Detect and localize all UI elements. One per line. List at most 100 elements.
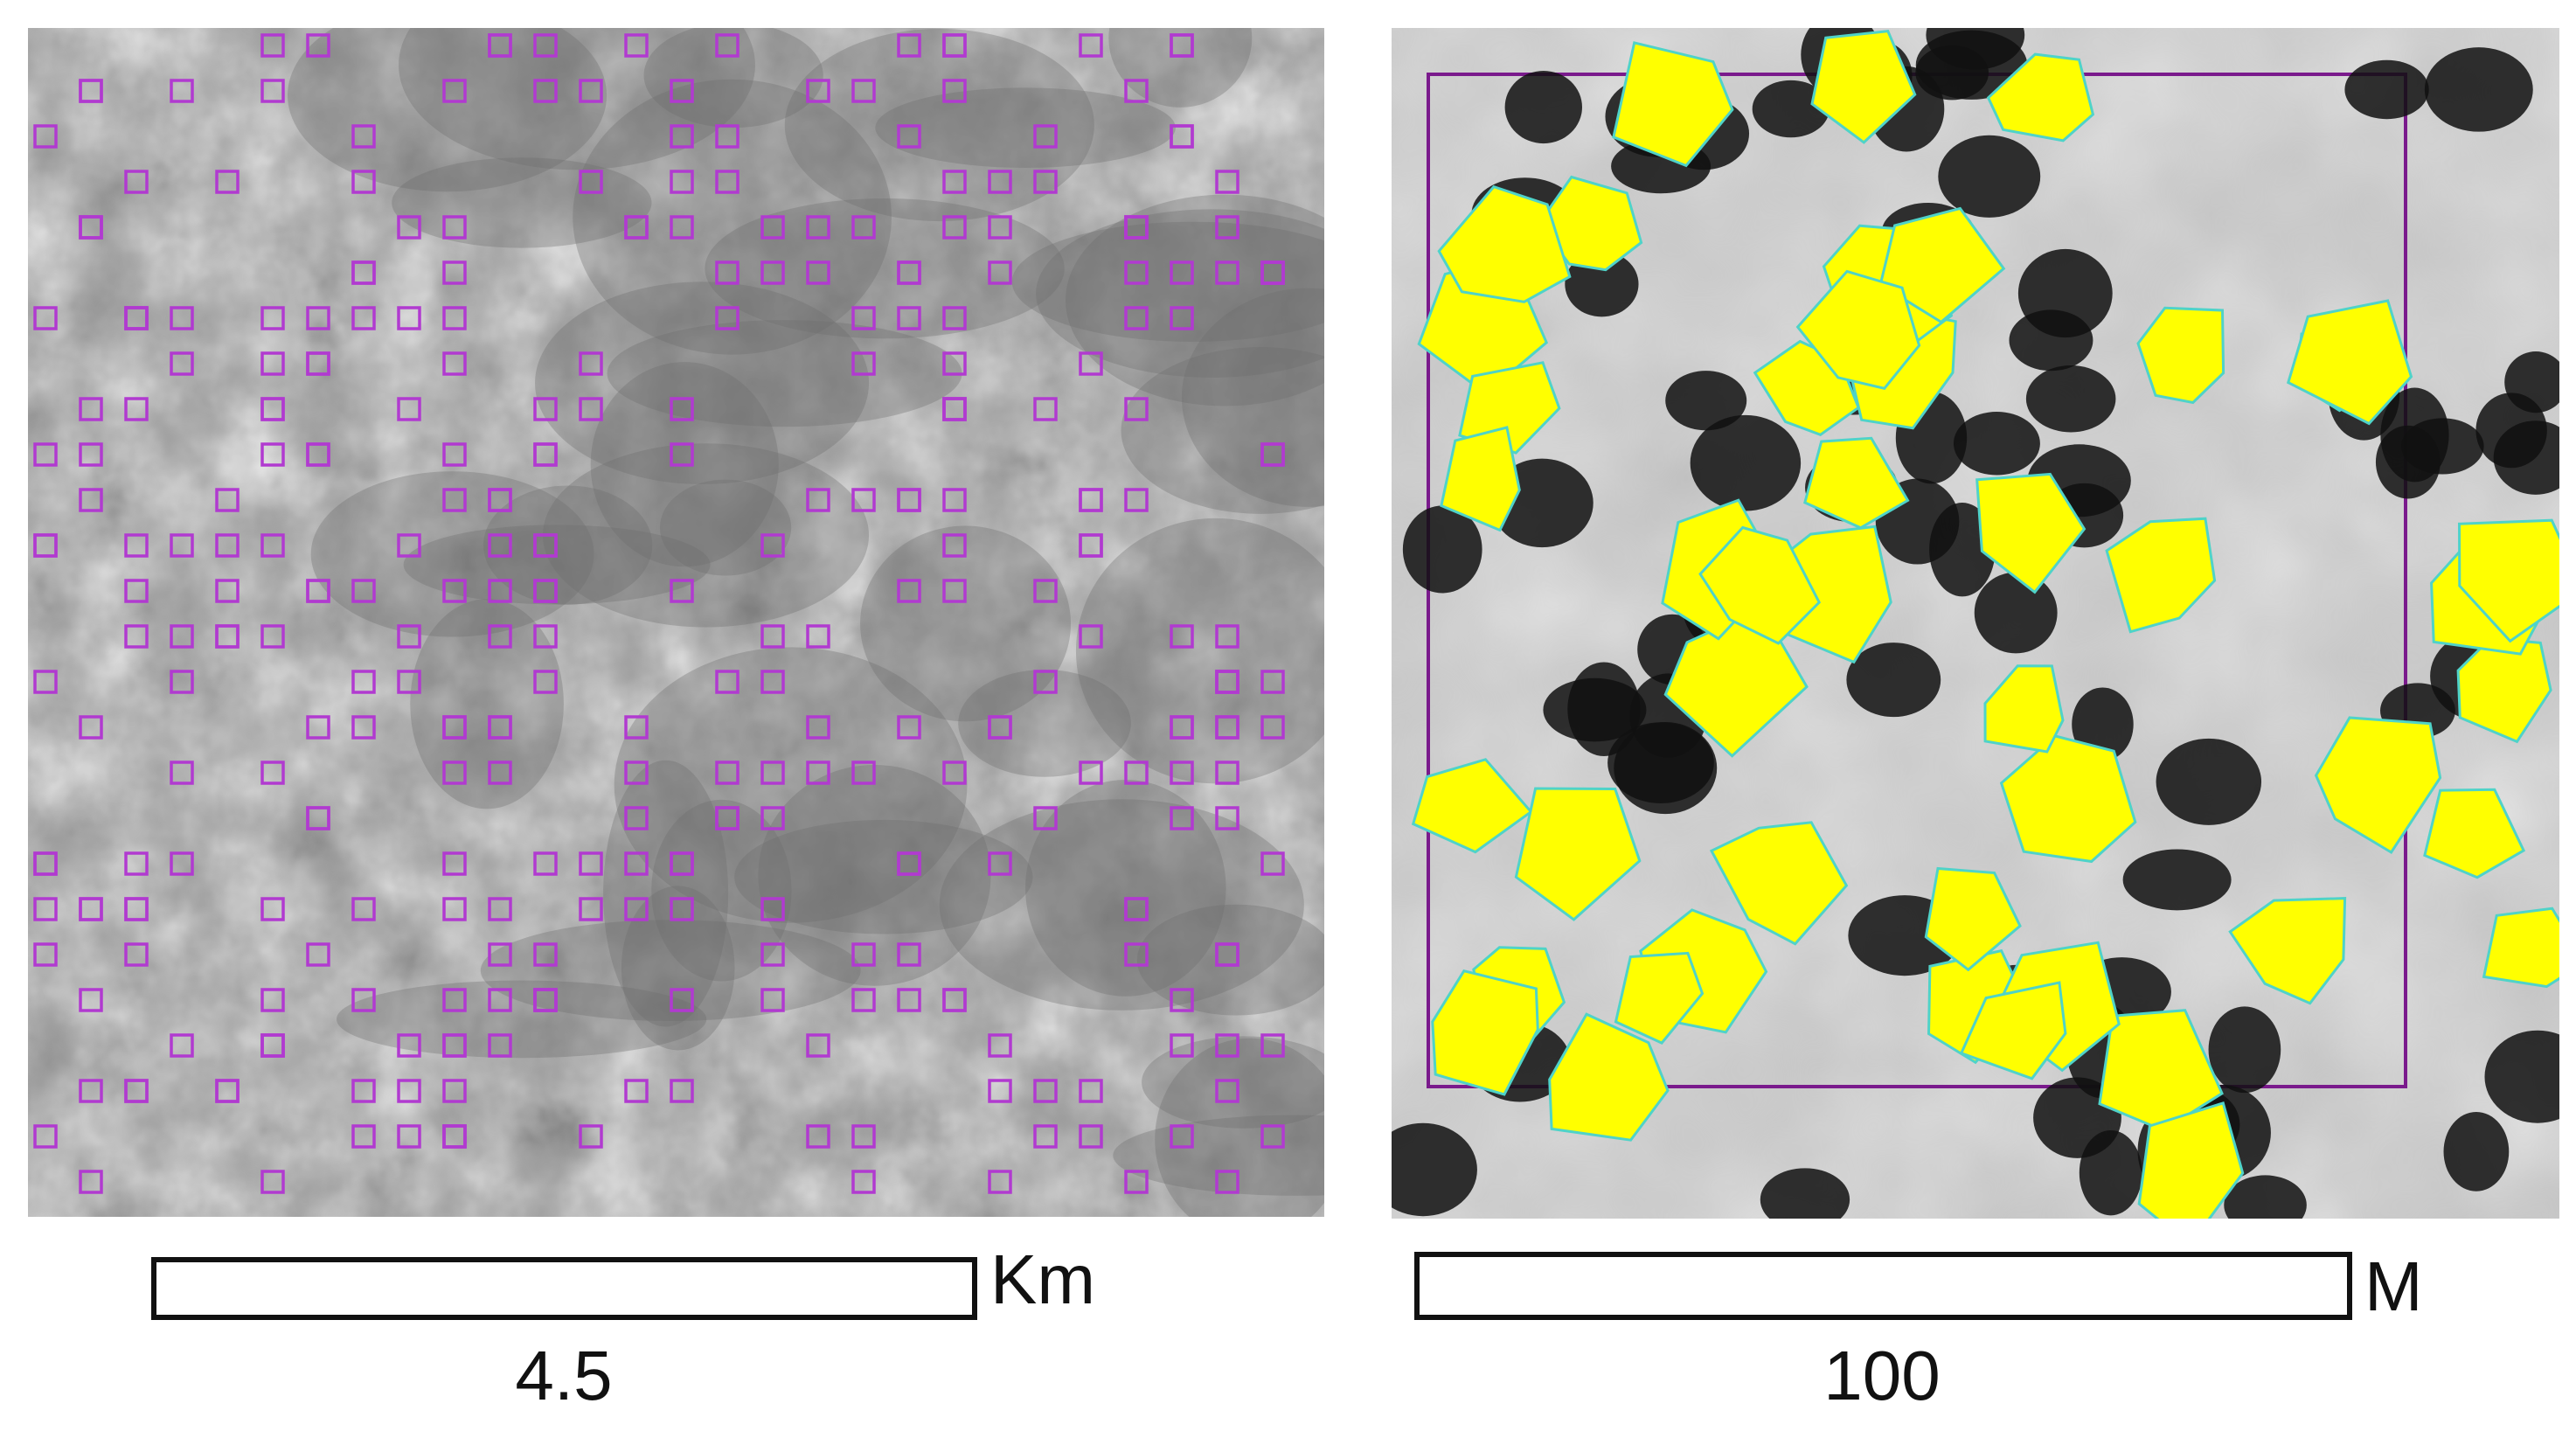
tree-crown: [1795, 269, 1921, 390]
terrain-patch: [535, 281, 870, 484]
sample-square: [624, 897, 649, 921]
sample-square: [442, 488, 467, 512]
sample-square: [351, 988, 376, 1012]
sample-square: [488, 624, 512, 649]
sample-square: [579, 851, 603, 876]
scale-length: 4.5: [515, 1337, 612, 1414]
sample-square: [33, 851, 58, 876]
sample-square: [760, 215, 785, 240]
sample-square: [1215, 261, 1239, 285]
sample-square: [1079, 1124, 1103, 1149]
sample-square: [1079, 33, 1103, 58]
scale-bar: [1414, 1252, 2352, 1320]
sample-square: [260, 1033, 285, 1058]
sample-square: [1124, 761, 1149, 785]
right-image: [1392, 28, 2559, 1219]
sample-square: [1033, 124, 1058, 149]
sample-square: [1215, 806, 1239, 830]
terrain-patch: [734, 819, 1033, 934]
tree-crown: [2228, 897, 2347, 1005]
sample-square: [170, 670, 194, 694]
sample-square: [1215, 942, 1239, 967]
terrain-patch: [542, 443, 870, 628]
sample-square: [260, 306, 285, 330]
sample-square: [351, 1079, 376, 1103]
sample-square: [351, 261, 376, 285]
sample-square: [33, 124, 58, 149]
sample-square: [988, 1170, 1012, 1194]
sample-square: [260, 988, 285, 1012]
terrain-patch: [336, 980, 707, 1059]
sample-square: [988, 170, 1012, 194]
sample-square: [1215, 215, 1239, 240]
tree-crown: [1548, 1012, 1670, 1142]
terrain-patch: [1075, 518, 1324, 784]
sample-square: [760, 670, 785, 694]
sample-square: [851, 1124, 876, 1149]
sample-square: [760, 533, 785, 558]
sample-square: [442, 306, 467, 330]
tree-shadow: [2009, 309, 2093, 372]
sample-square: [215, 1079, 240, 1103]
tree-shadow: [1690, 414, 1802, 511]
sample-square: [897, 261, 921, 285]
sample-square: [624, 33, 649, 58]
tree-shadow: [1953, 412, 2040, 476]
sample-square: [170, 79, 194, 103]
sample-square: [942, 306, 967, 330]
sample-square: [1124, 397, 1149, 421]
sample-square: [1124, 215, 1149, 240]
sample-square: [260, 897, 285, 921]
sample-square: [397, 215, 421, 240]
sample-square: [715, 33, 739, 58]
sample-square: [124, 851, 149, 876]
sample-square: [851, 215, 876, 240]
tree-crown: [1411, 758, 1533, 854]
tree-crown: [1986, 52, 2095, 142]
sample-square: [715, 670, 739, 694]
terrain-patch: [1108, 28, 1253, 108]
sample-square: [79, 897, 103, 921]
tree-shadow: [1565, 251, 1639, 317]
sample-square: [1033, 1124, 1058, 1149]
sample-square: [170, 533, 194, 558]
sample-square: [397, 533, 421, 558]
sample-square: [897, 715, 921, 740]
sample-square: [988, 261, 1012, 285]
sample-square: [442, 988, 467, 1012]
sample-square: [579, 170, 603, 194]
sample-square: [351, 579, 376, 603]
terrain-patch: [310, 471, 594, 637]
sample-square: [670, 579, 694, 603]
sample-square: [1124, 897, 1149, 921]
terrain-patch: [621, 886, 735, 1051]
sample-square: [260, 33, 285, 58]
sample-square: [33, 533, 58, 558]
sample-square: [942, 33, 967, 58]
scale-unit: M: [2364, 1247, 2423, 1325]
sample-square: [351, 170, 376, 194]
sample-square: [260, 1170, 285, 1194]
tree-crown: [2136, 306, 2225, 405]
sample-square: [806, 215, 830, 240]
sample-square: [533, 988, 558, 1012]
tree-crown: [1803, 436, 1910, 530]
sample-square: [170, 624, 194, 649]
sample-square: [79, 79, 103, 103]
terrain-patch: [483, 485, 653, 605]
tree-crown: [2456, 636, 2552, 744]
sample-square: [760, 988, 785, 1012]
tree-crown: [2137, 1101, 2245, 1219]
terrain-patch: [392, 157, 652, 248]
sample-square: [806, 1124, 830, 1149]
tree-shadow: [2224, 1175, 2307, 1219]
sample-square: [1260, 715, 1285, 740]
tree-crown: [1440, 426, 1521, 532]
sample-square: [1170, 624, 1194, 649]
sample-square: [1124, 79, 1149, 103]
sample-square: [306, 715, 330, 740]
sample-square: [1033, 397, 1058, 421]
sample-square: [306, 442, 330, 467]
sample-square: [942, 579, 967, 603]
